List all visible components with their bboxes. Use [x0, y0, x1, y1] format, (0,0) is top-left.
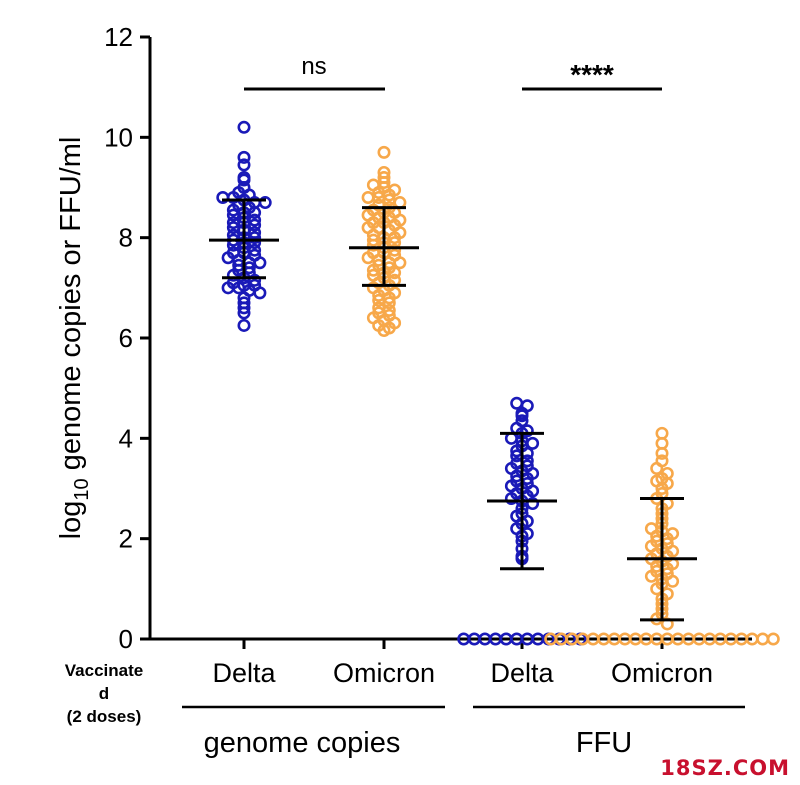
group-label-genome-copies: genome copies: [204, 727, 401, 759]
data-point: [248, 226, 262, 240]
category-label-omicron-ffu: Omicron: [611, 658, 713, 688]
y-tick-label: 0: [119, 624, 133, 654]
data-point: [510, 396, 524, 410]
category-label-delta-genome: Delta: [212, 658, 276, 688]
data-point: [382, 296, 396, 310]
data-point: [766, 632, 780, 646]
data-point: [756, 632, 770, 646]
data-point: [366, 178, 380, 192]
data-point: [237, 296, 251, 310]
row-label-line-3: (2 doses): [67, 707, 142, 726]
y-axis-label-subscript: 10: [71, 478, 93, 500]
data-point: [388, 248, 402, 262]
data-point: [248, 278, 262, 292]
data-point: [382, 303, 396, 317]
data-point: [237, 158, 251, 172]
significance-stars-label: ****: [570, 59, 614, 90]
data-point: [666, 527, 680, 541]
data-point: [526, 436, 540, 450]
category-label-omicron-genome: Omicron: [333, 658, 435, 688]
data-point: [248, 248, 262, 262]
data-point: [248, 218, 262, 232]
y-tick-label: 12: [104, 22, 133, 52]
y-tick-label: 10: [104, 122, 133, 152]
data-point: [660, 466, 674, 480]
y-tick-label: 6: [119, 323, 133, 353]
data-point: [377, 170, 391, 184]
y-axis-label-rest: genome copies or FFU/ml: [55, 137, 87, 479]
category-label-delta-ffu: Delta: [490, 658, 554, 688]
watermark: 18SZ.COM: [660, 756, 790, 780]
data-point: [248, 213, 262, 227]
ns-label: ns: [301, 53, 326, 80]
data-point: [520, 424, 534, 438]
row-label-line-2: d: [99, 684, 109, 703]
data-point: [248, 243, 262, 257]
y-axis-label: log10 genome copies or FFU/ml: [55, 137, 93, 540]
data-point: [237, 318, 251, 332]
data-point: [237, 150, 251, 164]
data-point: [388, 183, 402, 197]
y-tick-label: 2: [119, 524, 133, 554]
data-point: [515, 414, 529, 428]
data-point: [248, 231, 262, 245]
data-point: [520, 399, 534, 413]
data-point: [644, 522, 658, 536]
row-label-line-1: Vaccinate: [65, 661, 143, 680]
data-point: [258, 196, 272, 210]
data-point: [655, 426, 669, 440]
data-point: [237, 170, 251, 184]
data-point: [377, 145, 391, 159]
y-tick-label: 4: [119, 423, 133, 453]
data-point: [377, 165, 391, 179]
y-tick-label: 8: [119, 223, 133, 253]
data-point: [382, 308, 396, 322]
data-point: [388, 243, 402, 257]
data-point: [237, 120, 251, 134]
data-point: [655, 454, 669, 468]
group-label-ffu: FFU: [576, 727, 632, 759]
data-point: [361, 191, 375, 205]
y-axis-label-prefix: log: [55, 501, 87, 540]
